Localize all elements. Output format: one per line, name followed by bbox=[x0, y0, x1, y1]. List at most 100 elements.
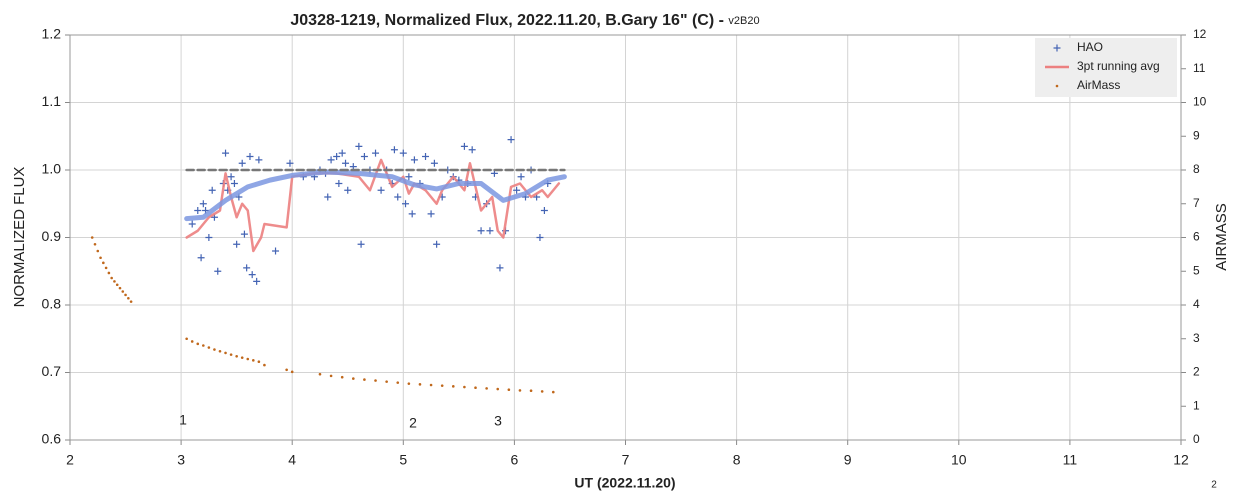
point bbox=[352, 377, 355, 380]
point bbox=[213, 348, 216, 351]
point bbox=[252, 359, 255, 362]
x-tick-label: 12 bbox=[1173, 452, 1189, 468]
point bbox=[121, 290, 125, 293]
point bbox=[107, 271, 111, 275]
line bbox=[184, 169, 567, 222]
point bbox=[377, 186, 385, 194]
point bbox=[240, 230, 248, 238]
point bbox=[222, 149, 230, 157]
y2-tick-label: 4 bbox=[1193, 297, 1200, 311]
point bbox=[96, 249, 100, 253]
point bbox=[257, 360, 261, 364]
y-tick-label: 1.2 bbox=[42, 26, 62, 42]
x-tick-label: 11 bbox=[1063, 452, 1078, 468]
x-tick-label: 2 bbox=[66, 452, 74, 468]
point bbox=[408, 210, 416, 218]
legend-label: HAO bbox=[1077, 40, 1103, 54]
point bbox=[113, 280, 116, 283]
point bbox=[536, 234, 544, 241]
point bbox=[418, 383, 422, 386]
point bbox=[477, 227, 485, 235]
x-axis-label: UT (2022.11.20) bbox=[574, 475, 675, 491]
y-tick-label: 1.1 bbox=[42, 93, 62, 109]
point bbox=[205, 234, 213, 241]
point bbox=[286, 159, 294, 167]
point bbox=[390, 146, 398, 154]
x-tick-label: 7 bbox=[622, 452, 630, 468]
point bbox=[338, 149, 346, 157]
point bbox=[253, 277, 261, 285]
title-version: v2B20 bbox=[728, 15, 759, 27]
legend-symbol bbox=[1055, 84, 1059, 88]
point bbox=[214, 267, 222, 275]
y2-tick-label: 8 bbox=[1193, 162, 1200, 176]
point bbox=[243, 264, 251, 272]
point bbox=[218, 349, 222, 353]
plot-frame bbox=[69, 34, 1182, 441]
x-tick-label: 10 bbox=[951, 452, 967, 468]
point bbox=[207, 346, 211, 349]
point bbox=[248, 271, 256, 279]
y-tick-label: 1.0 bbox=[42, 161, 62, 177]
point bbox=[399, 149, 407, 157]
point bbox=[124, 293, 127, 297]
y2-tick-label: 0 bbox=[1193, 432, 1200, 446]
point bbox=[496, 264, 504, 272]
point bbox=[342, 159, 350, 167]
point bbox=[333, 153, 341, 160]
point bbox=[127, 296, 130, 300]
point bbox=[529, 389, 533, 393]
line bbox=[185, 158, 561, 253]
point bbox=[507, 136, 515, 144]
point bbox=[440, 384, 444, 387]
point bbox=[551, 390, 555, 394]
point bbox=[374, 379, 377, 382]
point bbox=[224, 351, 227, 355]
point bbox=[90, 236, 94, 239]
point bbox=[233, 240, 241, 248]
y2-tick-label: 10 bbox=[1193, 95, 1207, 109]
point bbox=[407, 382, 411, 385]
point bbox=[99, 256, 102, 260]
point bbox=[324, 193, 332, 201]
point bbox=[540, 390, 544, 393]
y-tick-label: 0.7 bbox=[42, 363, 62, 379]
y-tick-label: 0.9 bbox=[42, 228, 62, 244]
point bbox=[227, 173, 235, 181]
point bbox=[474, 386, 477, 389]
y2-tick-label: 9 bbox=[1193, 128, 1200, 142]
point bbox=[357, 240, 365, 248]
chart-title: J0328-1219, Normalized Flux, 2022.11.20,… bbox=[290, 12, 759, 29]
point bbox=[507, 388, 511, 392]
annotation: 1 bbox=[179, 412, 187, 428]
x-tick-label: 8 bbox=[733, 452, 741, 468]
x-tick-label: 5 bbox=[399, 452, 407, 468]
point bbox=[460, 142, 468, 150]
y2-tick-label: 3 bbox=[1193, 331, 1200, 345]
point bbox=[104, 266, 108, 270]
y2-tick-label: 6 bbox=[1193, 230, 1200, 244]
point bbox=[427, 210, 435, 218]
point bbox=[199, 200, 207, 208]
point bbox=[344, 186, 352, 194]
point bbox=[402, 200, 410, 208]
y-axis-label: NORMALIZED FLUX bbox=[11, 167, 28, 308]
point bbox=[190, 340, 194, 343]
point bbox=[129, 300, 133, 303]
point bbox=[433, 240, 441, 248]
point bbox=[513, 186, 521, 194]
point bbox=[93, 242, 97, 246]
y2-tick-label: 7 bbox=[1193, 196, 1200, 210]
point bbox=[240, 356, 244, 359]
legend-label: AirMass bbox=[1077, 78, 1120, 92]
point bbox=[410, 156, 418, 164]
point bbox=[327, 156, 335, 164]
x-tick-label: 9 bbox=[844, 452, 852, 468]
y2-axis-label: AIRMASS bbox=[1213, 203, 1230, 271]
point bbox=[518, 389, 522, 392]
point bbox=[246, 153, 254, 160]
point bbox=[229, 353, 233, 356]
y-tick-label: 0.8 bbox=[42, 296, 62, 312]
point bbox=[468, 146, 476, 154]
point bbox=[115, 283, 119, 287]
